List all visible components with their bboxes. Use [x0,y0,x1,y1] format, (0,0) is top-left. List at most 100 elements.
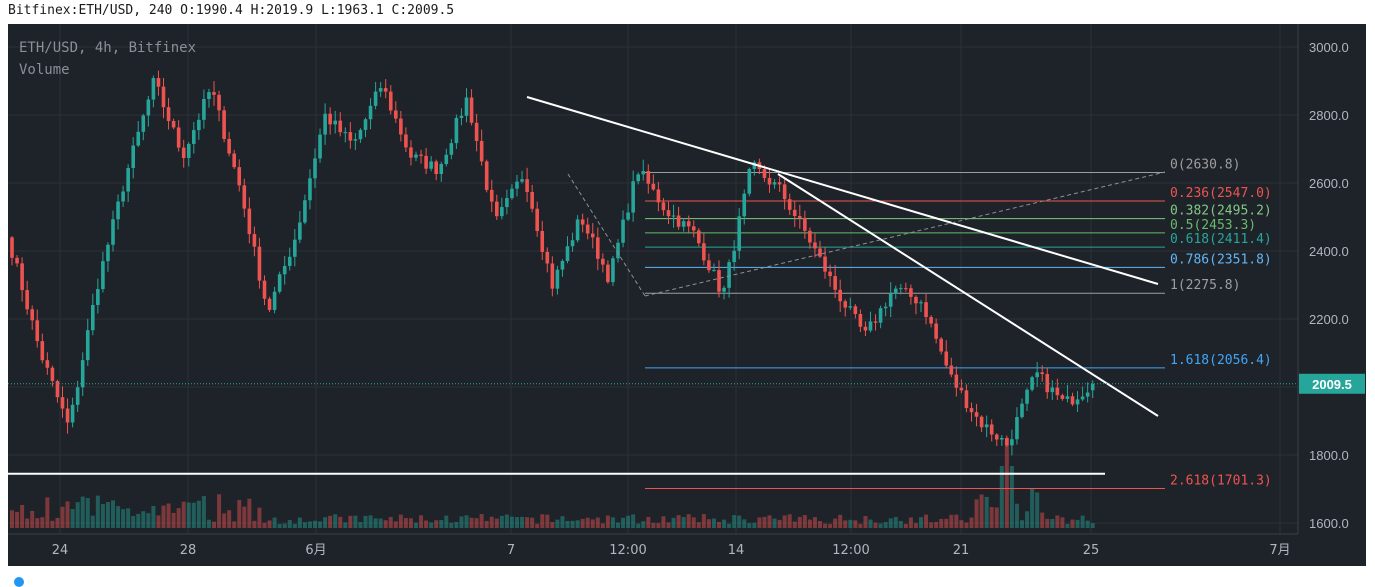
volume-bar [646,516,651,528]
candle-body [1040,372,1044,375]
candle-body [697,230,701,244]
volume-bar [343,522,348,528]
volume-bar [651,522,656,528]
volume-bar [509,516,514,528]
candle-body [964,390,969,409]
candle-body [394,110,398,119]
candle-body [681,221,686,227]
candle-body [555,269,560,289]
candle-body [323,113,327,135]
volume-bar [212,521,216,528]
volume-bar [272,517,277,528]
volume-bar [681,517,686,528]
candle-body [1080,396,1085,400]
volume-bar [722,519,727,528]
volume-bar [363,515,368,528]
candle-body [954,374,959,388]
candle-body [888,293,893,307]
candle-body [479,140,484,162]
candle-body [1075,399,1080,405]
volume-bar [30,510,35,528]
volume-bar [1060,517,1065,528]
candle-body [853,306,858,314]
volume-bar [969,517,974,528]
candle-body [212,92,216,95]
time-axis[interactable] [8,534,1298,566]
fibonacci-retracement[interactable]: 0(2630.8) 0.236(2547.0) 0.382(2495.2)0.5(2… [645,158,1272,490]
candle-body [388,91,393,111]
volume-bar [732,515,737,528]
candle-body [818,248,822,257]
volume-bar [843,520,848,528]
candle-body [111,219,115,245]
volume-bar [883,522,888,528]
volume-bar [520,516,525,528]
volume-bar [257,507,262,528]
volume-bar [247,498,252,528]
volume-bar [595,517,600,528]
candle-body [939,338,943,352]
volume-bar [1085,520,1090,528]
candle-body [787,199,792,210]
volume-bar [161,505,166,528]
volume-bar [499,515,504,528]
volume-bar [408,518,413,528]
candle-body [45,360,50,368]
candle-body [873,321,878,323]
candle-body [727,262,731,288]
candle-body [611,258,615,283]
volume-bar [585,517,590,528]
volume-bar [994,507,999,528]
volume-bar [1009,466,1014,528]
volume-bar [686,514,691,528]
volume-bar [671,517,676,528]
candle-body [293,239,297,257]
volume-bar [1070,519,1075,528]
candle-body [106,244,110,262]
volume-bar [186,502,191,528]
trendline-upper[interactable] [526,96,1159,285]
volume-legend[interactable]: Volume [19,62,70,78]
volume-bar [641,521,646,528]
volume-bar [565,520,570,528]
volume-bar [292,523,297,528]
candle-body [156,78,161,87]
candle-body [959,387,964,391]
price-axis[interactable] [1298,24,1366,566]
volume-bar [454,522,459,528]
candle-body [101,261,105,290]
candle-body [924,302,928,318]
trendlines[interactable] [8,96,1166,475]
x-tick-label: 24 [52,543,69,558]
candle-body [994,434,999,440]
volume-bar [65,501,70,528]
volume-bar [45,497,50,528]
candle-body [454,117,459,144]
volume-bar [474,518,479,528]
volume-bar [75,502,80,528]
candle-body [616,242,620,259]
trendline-lower[interactable] [777,173,1159,417]
volume-bar [1075,519,1080,528]
candle-body [75,387,80,405]
candle-body [409,147,413,158]
candle-body [944,351,949,366]
candle-body [308,178,312,201]
candle-body [1065,396,1070,399]
price-chart[interactable]: 0(2630.8) 0.236(2547.0) 0.382(2495.2)0.5(2… [8,24,1366,566]
candle-body [464,97,469,116]
candle-body [222,110,226,139]
last-price-badge: 2009.5 [1299,373,1365,394]
y-tick-label: 3000.0 [1309,40,1349,55]
candle-body [126,168,130,192]
volume-bar [515,517,519,528]
volume-bar [797,516,802,528]
volume-bar [767,515,772,528]
symbol-legend[interactable]: ETH/USD, 4h, Bitfinex [19,40,196,56]
volume-bar [752,522,757,528]
candle-body [474,122,479,141]
candle-body [843,301,848,308]
volume-bar [727,523,732,528]
volume-bar [464,515,469,528]
volume-bar [949,514,954,528]
